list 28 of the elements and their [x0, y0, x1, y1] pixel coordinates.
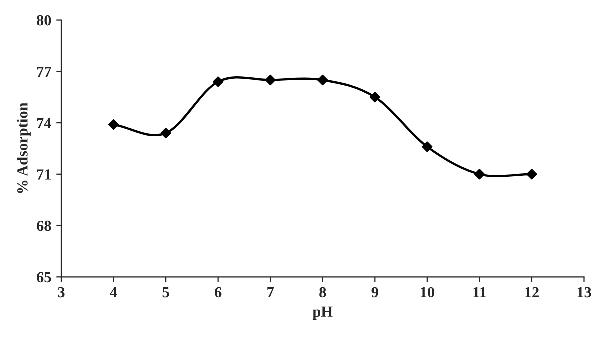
point — [422, 142, 433, 152]
x-axis-title: pH — [312, 306, 333, 320]
y-axis-title: % Adsorption — [17, 102, 31, 194]
x-tick-label: 11 — [474, 287, 486, 298]
point — [108, 119, 120, 130]
y-tick-label: 74 — [37, 118, 52, 128]
point — [474, 169, 485, 180]
x-tick-label: 7 — [268, 287, 274, 298]
point — [526, 169, 538, 180]
x-tick-label: 8 — [320, 287, 326, 298]
y-tick-label: 77 — [37, 66, 52, 77]
x-tick-label: 13 — [578, 287, 592, 298]
y-tick-label: 80 — [37, 15, 52, 26]
x-tick-label: 3 — [58, 287, 65, 298]
point — [370, 92, 380, 103]
x-tick-label: 9 — [372, 287, 378, 298]
point — [160, 128, 172, 139]
x-tick-label: 10 — [421, 287, 434, 298]
x-tick-label: 5 — [162, 287, 170, 298]
y-tick-label: 65 — [37, 272, 52, 283]
point — [318, 74, 328, 86]
y-tick-label: 68 — [37, 220, 52, 232]
point — [213, 76, 224, 88]
point — [265, 74, 276, 86]
x-tick-label: 12 — [526, 287, 539, 298]
x-tick-label: 4 — [110, 287, 118, 298]
x-tick-label: 6 — [215, 287, 222, 298]
y-tick-label: 71 — [37, 170, 51, 180]
